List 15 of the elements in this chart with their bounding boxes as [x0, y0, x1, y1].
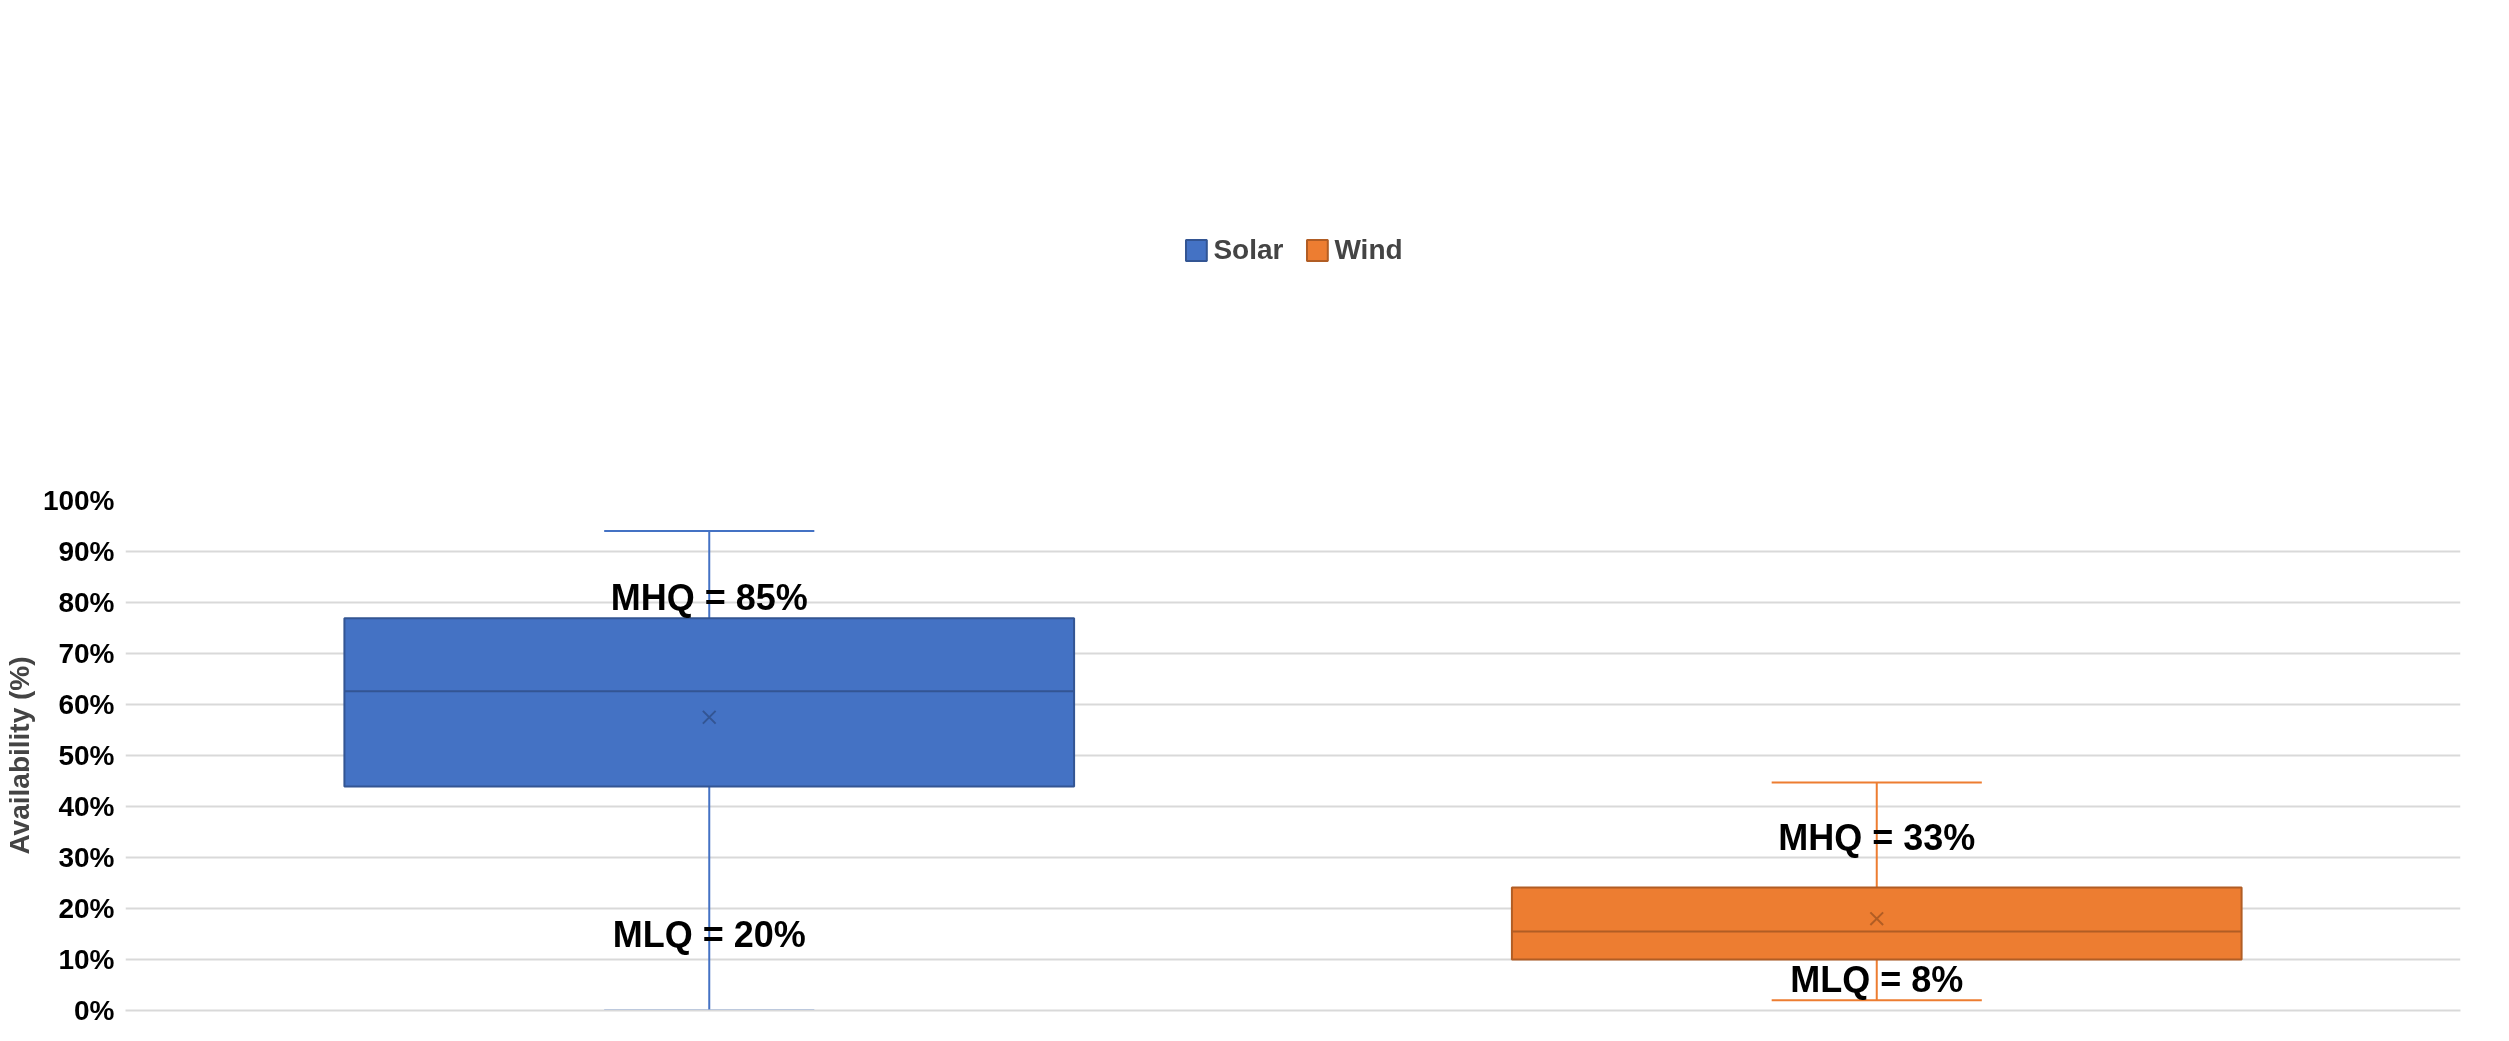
y-tick-label: 20%	[58, 893, 115, 924]
y-tick-label: 30%	[58, 842, 115, 873]
y-tick-label: 50%	[58, 740, 115, 771]
y-axis-title: Availability (%)	[3, 656, 35, 855]
y-tick-label: 100%	[42, 485, 115, 516]
y-tick-label: 40%	[58, 791, 115, 822]
y-tick-label: 70%	[58, 638, 115, 669]
annotation: MLQ = 8%	[1790, 959, 1964, 1001]
y-tick-label: 80%	[58, 587, 115, 618]
y-tick-label: 60%	[58, 689, 115, 720]
y-tick-label: 90%	[58, 536, 115, 567]
y-tick-label: 10%	[58, 944, 115, 975]
legend-label: Solar	[1213, 234, 1284, 266]
legend-label: Wind	[1334, 234, 1403, 266]
y-tick-label: 0%	[74, 995, 115, 1026]
